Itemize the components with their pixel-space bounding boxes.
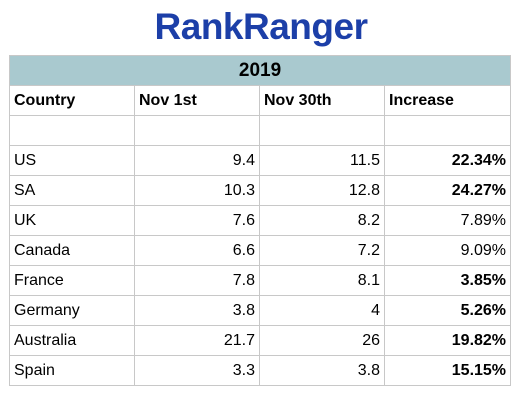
table-row: SA 10.3 12.8 24.27% bbox=[9, 175, 512, 206]
cell-country: Canada bbox=[9, 235, 135, 266]
cell-nov1: 3.3 bbox=[134, 355, 260, 386]
cell-increase: 5.26% bbox=[383, 295, 512, 326]
table-header-row: Country Nov 1st Nov 30th Increase bbox=[9, 85, 512, 116]
cell-country: France bbox=[9, 265, 135, 296]
table-title-row: 2019 bbox=[8, 55, 512, 86]
brand-logo-part1: Rank bbox=[154, 6, 244, 47]
cell-nov30: 3.8 bbox=[259, 355, 385, 386]
table-title: 2019 bbox=[8, 55, 512, 86]
cell-nov1: 7.8 bbox=[134, 265, 260, 296]
blank-row bbox=[9, 115, 512, 146]
cell-nov1: 3.8 bbox=[134, 295, 260, 326]
column-header-increase: Increase bbox=[383, 85, 512, 116]
cell-country: US bbox=[9, 145, 135, 176]
cell-nov1: 9.4 bbox=[134, 145, 260, 176]
table-row: Canada 6.6 7.2 9.09% bbox=[9, 235, 512, 266]
column-header-nov30: Nov 30th bbox=[259, 85, 385, 116]
cell-country: Germany bbox=[9, 295, 135, 326]
cell-nov30: 8.1 bbox=[259, 265, 385, 296]
cell-country: UK bbox=[9, 205, 135, 236]
data-table: 2019 Country Nov 1st Nov 30th Increase U… bbox=[8, 55, 512, 386]
cell-increase: 9.09% bbox=[383, 235, 512, 266]
blank-cell bbox=[9, 115, 135, 146]
blank-cell bbox=[134, 115, 260, 146]
cell-increase: 7.89% bbox=[383, 205, 512, 236]
cell-nov1: 6.6 bbox=[134, 235, 260, 266]
cell-nov30: 8.2 bbox=[259, 205, 385, 236]
cell-country: SA bbox=[9, 175, 135, 206]
table-row: Australia 21.7 26 19.82% bbox=[9, 325, 512, 356]
cell-nov30: 7.2 bbox=[259, 235, 385, 266]
cell-increase: 24.27% bbox=[383, 175, 512, 206]
cell-nov1: 21.7 bbox=[134, 325, 260, 356]
cell-nov1: 7.6 bbox=[134, 205, 260, 236]
blank-cell bbox=[259, 115, 385, 146]
blank-cell bbox=[383, 115, 512, 146]
cell-increase: 15.15% bbox=[383, 355, 512, 386]
cell-increase: 19.82% bbox=[383, 325, 512, 356]
table-row: UK 7.6 8.2 7.89% bbox=[9, 205, 512, 236]
cell-country: Australia bbox=[9, 325, 135, 356]
column-header-nov1: Nov 1st bbox=[134, 85, 260, 116]
cell-nov30: 4 bbox=[259, 295, 385, 326]
cell-nov30: 12.8 bbox=[259, 175, 385, 206]
table-row: US 9.4 11.5 22.34% bbox=[9, 145, 512, 176]
cell-country: Spain bbox=[9, 355, 135, 386]
brand-logo: RankRanger bbox=[0, 2, 522, 52]
brand-logo-part2: Ranger bbox=[243, 6, 368, 47]
cell-increase: 22.34% bbox=[383, 145, 512, 176]
table-row: Germany 3.8 4 5.26% bbox=[9, 295, 512, 326]
cell-nov30: 26 bbox=[259, 325, 385, 356]
table-row: Spain 3.3 3.8 15.15% bbox=[9, 355, 512, 386]
table-row: France 7.8 8.1 3.85% bbox=[9, 265, 512, 296]
cell-nov30: 11.5 bbox=[259, 145, 385, 176]
cell-nov1: 10.3 bbox=[134, 175, 260, 206]
cell-increase: 3.85% bbox=[383, 265, 512, 296]
column-header-country: Country bbox=[9, 85, 135, 116]
